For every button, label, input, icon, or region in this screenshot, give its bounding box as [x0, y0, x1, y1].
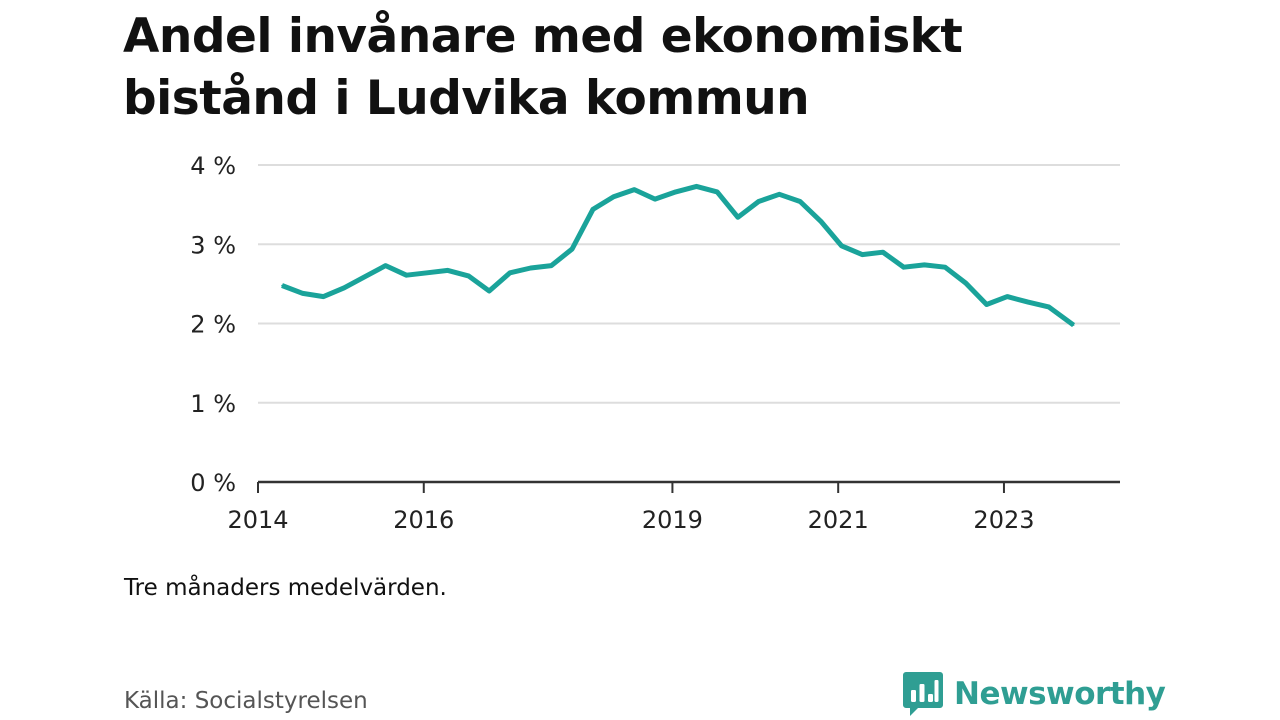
y-tick-label: 1 %	[190, 390, 236, 418]
y-axis-tick-labels: 0 % 1 % 2 % 3 % 4 %	[190, 152, 236, 497]
chart-note: Tre månaders medelvärden.	[124, 575, 447, 601]
y-tick-label: 0 %	[190, 469, 236, 497]
line-chart: 0 % 1 % 2 % 3 % 4 % 2014 2016 2019 2021 2023	[190, 152, 1120, 534]
data-point	[799, 200, 801, 203]
y-tick-label: 3 %	[190, 231, 236, 259]
chart-title: Andel invånare med ekonomiskt bistånd i …	[123, 9, 963, 126]
data-point	[965, 282, 967, 284]
data-point	[654, 198, 656, 200]
brand-name: Newsworthy	[954, 676, 1166, 712]
y-tick-label: 2 %	[190, 311, 236, 339]
data-point	[902, 266, 905, 269]
y-tick-label: 4 %	[190, 152, 236, 180]
data-point	[695, 185, 698, 188]
data-point	[447, 269, 449, 272]
data-point	[509, 272, 511, 274]
data-point	[757, 200, 760, 203]
x-axis	[257, 480, 1120, 493]
source-credit: Källa: Socialstyrelsen	[124, 688, 368, 714]
data-point	[1006, 295, 1009, 298]
data-point	[882, 251, 884, 253]
data-point	[737, 216, 739, 219]
data-point	[322, 295, 325, 298]
brand-logo: Newsworthy	[902, 670, 1166, 718]
data-point	[426, 272, 428, 274]
data-point	[281, 284, 283, 287]
data-point	[674, 191, 677, 193]
data-point	[571, 248, 573, 250]
data-point	[488, 290, 491, 292]
bar-chart-speech-bubble-icon	[903, 672, 943, 716]
data-point	[633, 188, 636, 191]
data-point	[861, 253, 863, 256]
data-point	[840, 245, 843, 247]
data-point	[944, 266, 946, 269]
data-point	[1027, 301, 1029, 303]
x-tick-label: 2016	[393, 506, 454, 534]
data-point	[1047, 306, 1050, 308]
data-point	[778, 193, 781, 196]
data-point	[612, 195, 615, 198]
data-point	[302, 292, 304, 295]
x-tick-label: 2019	[642, 506, 703, 534]
x-tick-label: 2021	[808, 506, 869, 534]
data-point	[550, 264, 553, 267]
data-point	[923, 264, 926, 266]
data-point	[364, 275, 366, 278]
x-tick-label: 2023	[973, 506, 1034, 534]
data-point	[343, 287, 346, 289]
data-point	[529, 267, 532, 269]
data-point	[1072, 324, 1075, 326]
data-point	[405, 274, 408, 277]
series-line	[281, 183, 1076, 328]
x-axis-tick-labels: 2014 2016 2019 2021 2023	[227, 506, 1034, 534]
data-point	[716, 191, 718, 193]
x-tick-label: 2014	[227, 506, 288, 534]
data-point	[592, 208, 594, 211]
data-point	[820, 220, 822, 223]
data-point	[467, 275, 470, 277]
series-layer	[281, 183, 1076, 328]
data-point	[985, 303, 988, 306]
data-point	[384, 264, 387, 267]
gridlines	[258, 164, 1120, 404]
